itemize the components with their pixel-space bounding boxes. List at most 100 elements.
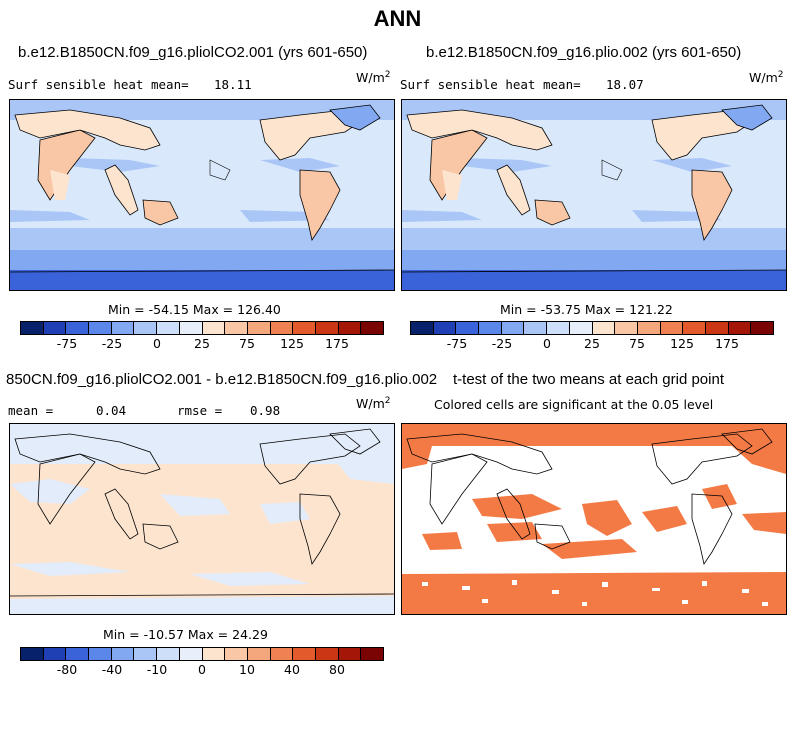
colorbar-box [66, 322, 90, 334]
colorbar-tick: -25 [101, 336, 123, 351]
panel2-map [401, 99, 787, 291]
colorbar-box [361, 648, 383, 660]
panel3-units: W/m2 [356, 396, 391, 412]
colorbar-tick: 175 [715, 336, 739, 351]
colorbar-box [270, 648, 294, 660]
colorbar-box [202, 648, 226, 660]
colorbar-box [43, 322, 67, 334]
colorbar-box [134, 648, 158, 660]
panel2-title: b.e12.B1850CN.f09_g16.plio.002 (yrs 601-… [426, 44, 742, 61]
colorbar-tick: 40 [284, 662, 300, 677]
colorbar-box [338, 322, 362, 334]
colorbar-box [524, 322, 548, 334]
colorbar-box [225, 322, 248, 334]
panel2-units: W/m2 [749, 70, 784, 86]
panel1-map-svg [10, 100, 394, 290]
panel3-colorbar [20, 647, 384, 661]
colorbar-box [569, 322, 593, 334]
colorbar-tick: 175 [325, 336, 349, 351]
panel1-mean-label: mean= [151, 77, 189, 92]
panel2-variable-label: Surf sensible heat [400, 77, 536, 92]
colorbar-box [683, 322, 706, 334]
colorbar-tick: 0 [153, 336, 161, 351]
panel1-map [9, 99, 395, 291]
colorbar-tick: 25 [584, 336, 600, 351]
colorbar-box [111, 648, 135, 660]
panel4-subtitle: Colored cells are significant at the 0.0… [434, 397, 714, 412]
colorbar-box [660, 322, 684, 334]
colorbar-box [89, 648, 112, 660]
colorbar-box [43, 648, 67, 660]
panel1-variable-label: Surf sensible heat [8, 77, 144, 92]
colorbar-box [338, 648, 362, 660]
colorbar-tick: 75 [239, 336, 255, 351]
panel3-mean-label: mean = [8, 403, 54, 418]
panel3-map [9, 423, 395, 615]
colorbar-tick: -25 [491, 336, 513, 351]
panel4-map-svg [402, 424, 786, 614]
colorbar-box [433, 322, 457, 334]
colorbar-box [21, 648, 44, 660]
panel1-minmax: Min = -54.15 Max = 126.40 [108, 302, 281, 317]
panel2-mean-value: 18.07 [606, 77, 644, 92]
panel4-map [401, 423, 787, 615]
colorbar-box [179, 322, 203, 334]
panel3-rmse-value: 0.98 [250, 403, 281, 418]
colorbar-box [456, 322, 480, 334]
colorbar-box [247, 648, 271, 660]
colorbar-box [728, 322, 752, 334]
colorbar-box [293, 322, 316, 334]
panel2-map-svg [402, 100, 786, 290]
colorbar-box [411, 322, 434, 334]
panel1-mean-value: 18.11 [214, 77, 252, 92]
colorbar-tick: -75 [446, 336, 468, 351]
colorbar-box [751, 322, 773, 334]
colorbar-tick: -80 [56, 662, 78, 677]
colorbar-box [315, 322, 339, 334]
colorbar-box [293, 648, 316, 660]
colorbar-box [615, 322, 638, 334]
panel3-title: 850CN.f09_g16.pliolCO2.001 - b.e12.B1850… [6, 371, 438, 388]
colorbar-box [134, 322, 158, 334]
colorbar-tick: -10 [146, 662, 168, 677]
colorbar-box [479, 322, 502, 334]
colorbar-tick: 0 [198, 662, 206, 677]
colorbar-box [89, 322, 112, 334]
colorbar-tick: 75 [629, 336, 645, 351]
panel2-mean-label: mean= [543, 77, 581, 92]
colorbar-box [247, 322, 271, 334]
colorbar-box [270, 322, 294, 334]
panel4-title: t-test of the two means at each grid poi… [453, 371, 724, 388]
colorbar-box [225, 648, 248, 660]
colorbar-box [157, 322, 180, 334]
colorbar-tick: 125 [670, 336, 694, 351]
colorbar-tick: 80 [329, 662, 345, 677]
colorbar-box [111, 322, 135, 334]
colorbar-box [637, 322, 661, 334]
panel3-map-svg [10, 424, 394, 614]
colorbar-box [315, 648, 339, 660]
colorbar-box [705, 322, 729, 334]
colorbar-tick: 0 [543, 336, 551, 351]
page-title: ANN [373, 6, 422, 31]
panel2-colorbar [410, 321, 774, 335]
colorbar-tick: 10 [239, 662, 255, 677]
panel3-minmax: Min = -10.57 Max = 24.29 [103, 627, 268, 642]
colorbar-box [66, 648, 90, 660]
colorbar-box [179, 648, 203, 660]
panel3-rmse-label: rmse = [177, 403, 223, 418]
panel3-mean-value: 0.04 [96, 403, 127, 418]
panel1-colorbar [20, 321, 384, 335]
colorbar-tick: 25 [194, 336, 210, 351]
panel1-title: b.e12.B1850CN.f09_g16.pliolCO2.001 (yrs … [18, 44, 368, 61]
colorbar-box [501, 322, 525, 334]
colorbar-box [202, 322, 226, 334]
panel1-units: W/m2 [356, 70, 391, 86]
panel2-minmax: Min = -53.75 Max = 121.22 [500, 302, 673, 317]
colorbar-tick: 125 [280, 336, 304, 351]
colorbar-tick: -75 [56, 336, 78, 351]
colorbar-box [157, 648, 180, 660]
colorbar-box [361, 322, 383, 334]
colorbar-box [592, 322, 616, 334]
colorbar-box [547, 322, 570, 334]
